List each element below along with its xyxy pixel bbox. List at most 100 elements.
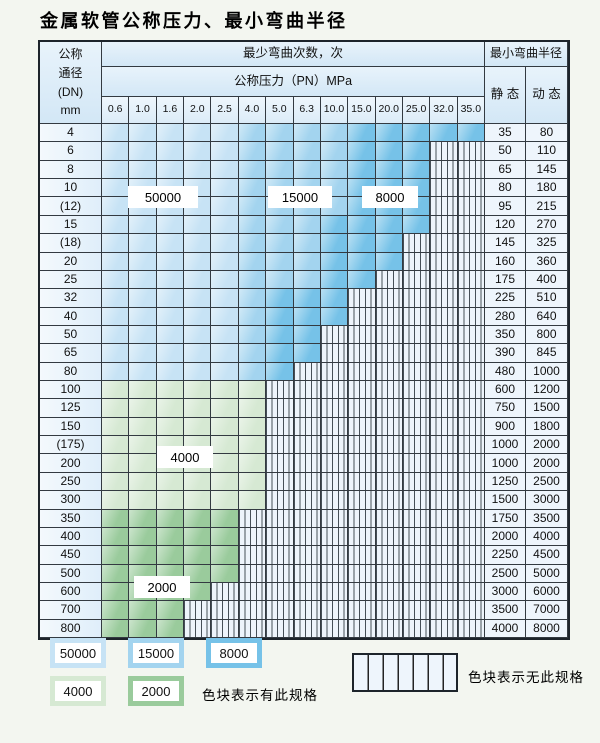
static-value-cell: 175 — [485, 270, 526, 290]
no-spec-cell — [293, 417, 321, 437]
spec-cell — [102, 546, 130, 565]
no-spec-cell — [348, 491, 376, 510]
no-spec-cell — [457, 381, 485, 400]
spec-cell — [348, 270, 376, 290]
spec-cell — [266, 215, 294, 235]
static-value-cell: 50 — [485, 142, 526, 161]
spec-cell — [293, 325, 321, 345]
legend-label-8000: 8000 — [211, 643, 257, 663]
no-spec-cell — [457, 619, 485, 638]
spec-cell — [156, 270, 185, 290]
spec-cell — [102, 436, 130, 455]
dn-cell: 80 — [40, 362, 102, 381]
no-spec-cell — [348, 436, 376, 455]
spec-cell — [156, 325, 185, 345]
no-spec-cell — [348, 289, 376, 308]
no-spec-cell — [375, 582, 403, 602]
no-spec-cell — [375, 270, 403, 290]
no-spec-cell — [430, 564, 458, 583]
no-spec-cell — [293, 399, 321, 418]
no-spec-cell — [457, 179, 485, 198]
spec-cell — [266, 362, 294, 381]
spec-cell — [129, 509, 157, 528]
spec-cell — [238, 325, 267, 345]
spec-cell — [184, 252, 212, 271]
spec-cell — [102, 381, 130, 400]
spec-cell — [156, 362, 185, 381]
no-spec-cell — [430, 179, 458, 198]
dn-cell: 20 — [40, 252, 102, 271]
pressure-tick: 5.0 — [266, 97, 294, 124]
no-spec-cell — [348, 619, 376, 638]
spec-cell — [238, 289, 267, 308]
pressure-tick: 6.3 — [293, 97, 321, 124]
spec-cell — [211, 564, 239, 583]
no-spec-cell — [402, 454, 431, 473]
no-spec-cell — [402, 509, 431, 528]
spec-cell — [184, 509, 212, 528]
spec-cell — [266, 234, 294, 253]
no-spec-cell — [457, 472, 485, 492]
dn-cell: 150 — [40, 417, 102, 437]
no-spec-cell — [348, 509, 376, 528]
no-spec-cell — [238, 582, 267, 602]
spec-cell — [102, 491, 130, 510]
spec-cell — [430, 124, 458, 143]
no-spec-cell — [402, 344, 431, 363]
no-spec-cell — [320, 325, 349, 345]
spec-cell — [238, 344, 267, 363]
no-spec-cell — [430, 307, 458, 326]
no-spec-cell — [430, 546, 458, 565]
pressure-tick: 35.0 — [457, 97, 485, 124]
no-spec-cell — [402, 582, 431, 602]
spec-cell — [211, 234, 239, 253]
no-spec-cell — [430, 325, 458, 345]
legend-item-50000: 50000 — [50, 638, 106, 668]
no-spec-cell — [320, 454, 349, 473]
spec-cell — [184, 381, 212, 400]
no-spec-cell — [457, 344, 485, 363]
dynamic-value-cell: 325 — [526, 234, 568, 253]
dynamic-value-cell: 145 — [526, 160, 568, 180]
spec-cell — [238, 160, 267, 180]
spec-cell — [129, 381, 157, 400]
no-spec-cell — [375, 454, 403, 473]
no-spec-cell — [266, 399, 294, 418]
spec-cell — [102, 601, 130, 620]
no-spec-cell — [430, 472, 458, 492]
static-value-cell: 390 — [485, 344, 526, 363]
no-spec-cell — [266, 527, 294, 547]
no-spec-cell — [238, 546, 267, 565]
no-spec-cell — [457, 527, 485, 547]
spec-cell — [184, 472, 212, 492]
spec-cell — [211, 491, 239, 510]
no-spec-cell — [402, 491, 431, 510]
no-spec-cell — [293, 564, 321, 583]
pressure-tick: 1.0 — [129, 97, 157, 124]
pressure-tick: 4.0 — [238, 97, 267, 124]
spec-cell — [156, 546, 185, 565]
no-spec-cell — [348, 399, 376, 418]
spec-cell — [238, 124, 267, 143]
no-spec-cell — [320, 582, 349, 602]
spec-cell — [156, 619, 185, 638]
spec-cell — [211, 417, 239, 437]
spec-cell — [184, 582, 212, 602]
pressure-table: 公称 通径 (DN) mm 最少弯曲次数，次 最小弯曲半径 公称压力（PN）MP… — [38, 40, 570, 640]
spec-cell — [266, 325, 294, 345]
header-bend-cycles: 最少弯曲次数，次 — [102, 42, 485, 67]
no-spec-cell — [266, 564, 294, 583]
region-label: 8000 — [362, 186, 418, 208]
spec-cell — [184, 564, 212, 583]
spec-cell — [211, 472, 239, 492]
spec-cell — [211, 160, 239, 180]
spec-cell — [129, 491, 157, 510]
spec-cell — [211, 124, 239, 143]
no-spec-cell — [430, 454, 458, 473]
spec-cell — [184, 270, 212, 290]
pressure-tick: 1.6 — [156, 97, 185, 124]
no-spec-cell — [457, 142, 485, 161]
dn-cell: (12) — [40, 197, 102, 216]
dn-cell: (18) — [40, 234, 102, 253]
dn-cell: 10 — [40, 179, 102, 198]
